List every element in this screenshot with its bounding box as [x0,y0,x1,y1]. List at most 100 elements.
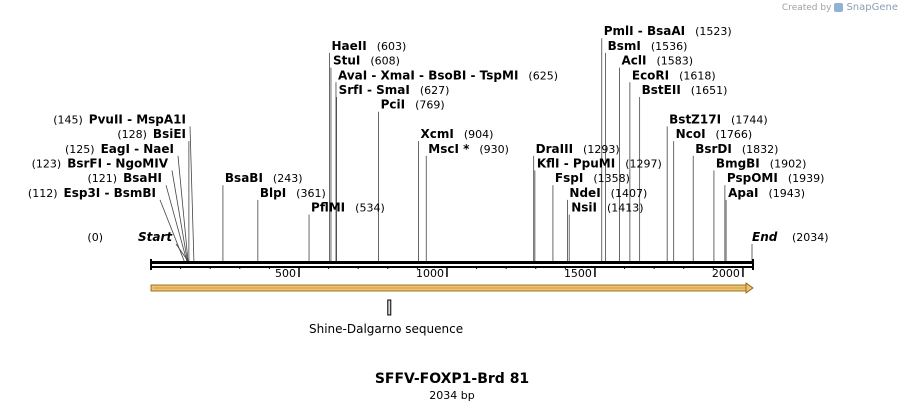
site-position: (625) [528,69,558,82]
site-position: (1407) [611,187,648,200]
site-pcii: PciI (769) [381,98,445,112]
site-ncoi: NcoI (1766) [676,127,752,141]
site-pflmi: PflMI (534) [311,201,385,215]
site-position: (1293) [583,143,620,156]
map-length: 2034 bp [429,389,475,402]
site-bsabi: BsaBI (243) [225,171,303,185]
site-bstz17i: BstZ17I (1744) [669,112,767,126]
site-position: (1358) [593,172,630,185]
site-stui: StuI (608) [333,54,400,68]
site-pmli-bsaai: PmlI - BsaAI (1523) [604,24,732,38]
site-bsrdi: BsrDI (1832) [695,142,778,156]
site-position: (769) [415,99,445,112]
site-position: (1413) [607,202,644,215]
site-fspi: FspI (1358) [555,171,630,185]
site-position: (361) [296,187,326,200]
site-position: (603) [377,40,407,53]
site-name: DraIII [536,142,573,156]
tick-label-500: 500 [275,267,296,280]
site-position: (112) [28,187,58,200]
leader-pvuii-mspa1i [189,126,195,262]
site-position: (1832) [742,143,779,156]
snapgene-logo-icon [834,3,844,12]
site-name: NdeI [569,186,600,200]
scale-ticks: 500 1000 1500 2000 [180,266,744,280]
site-position: (145) [53,113,83,126]
site-name: NsiI [571,201,597,215]
site-name: BsiEI [153,127,186,141]
backbone-start-cap [150,259,152,270]
orf-arrowhead [745,282,754,294]
site-name: XcmI [421,127,454,141]
site-position: (1744) [731,113,768,126]
end-label: End [752,230,778,244]
backbone-bottom-strand [150,266,754,268]
site-bsteii: BstEII (1651) [642,83,728,97]
site-nsii: NsiI (1413) [571,201,643,215]
site-apai: ApaI (1943) [728,186,805,200]
site-name: BstZ17I [669,112,721,126]
site-name: KflI - PpuMI [537,157,615,171]
site-position: (243) [273,172,303,185]
leader-bsrfi-ngomiv [171,170,188,262]
site-position: (1523) [695,25,732,38]
site-name: EcoRI [632,68,669,82]
site-position: (123) [32,158,62,171]
backbone-top-strand [150,261,754,264]
map-title: SFFV-FOXP1-Brd 81 [374,371,530,387]
site-pspomi: PspOMI (1939) [727,171,825,185]
site-eagi-naei: EagI - NaeI (125) [65,142,174,156]
site-name: EagI - NaeI [101,142,174,156]
site-name: PvuII - MspA1I [89,112,186,126]
end-label-group: End (2034) [752,230,829,244]
site-srfi-smai: SrfI - SmaI (627) [339,83,450,97]
site-position: (904) [464,128,494,141]
site-position: (1766) [716,128,753,141]
site-position: (1618) [679,69,716,82]
tick-label-1500: 1500 [564,267,592,280]
end-labels: Start (0) End (2034) [87,230,828,244]
feature-track [150,282,754,316]
site-acli: AclI (1583) [622,54,694,68]
site-xcmi: XcmI (904) [421,127,494,141]
tick-label-2000: 2000 [712,267,740,280]
leader-start [175,243,189,262]
site-bmgbi: BmgBI (1902) [716,157,806,171]
site-pvuii-mspa1i: PvuII - MspA1I (145) [53,112,186,126]
site-position: (121) [88,172,118,185]
credit-prefix: Created by [781,2,832,13]
site-name: PciI [381,98,406,112]
site-position: (608) [370,55,400,68]
site-name: BsrFI - NgoMIV [67,157,168,171]
site-name: NcoI [676,127,706,141]
cut-site-leaders [159,38,753,262]
leader-bsahi [165,185,188,262]
site-name: FspI [555,171,583,185]
site-name: HaeII [331,39,366,53]
site-position: (1939) [788,172,825,185]
site-position: (128) [117,128,147,141]
site-position: (627) [420,84,450,97]
site-name: BmgBI [716,157,760,171]
shine-dalgarno-box [387,299,392,316]
site-position: (1536) [651,40,688,53]
snapgene-credit: Created by SnapGene [782,2,898,13]
site-kfli-ppumi: KflI - PpuMI (1297) [537,157,662,171]
site-name: BsaHI [123,171,162,185]
site-name: BsaBI [225,171,263,185]
site-blpi: BlpI (361) [260,186,326,200]
site-position: (930) [479,143,509,156]
leader-eagi-naei [177,155,189,262]
start-label-group: Start (0) [87,230,173,244]
site-name: MscI * [428,142,470,156]
site-avai-xmai-bsobi-tspmi: AvaI - XmaI - BsoBI - TspMI (625) [338,68,558,82]
site-position: (534) [355,202,385,215]
site-position: (1583) [657,55,694,68]
site-name: ApaI [728,186,758,200]
site-bsiei: BsiEI (128) [117,127,186,141]
site-name: BlpI [260,186,286,200]
site-bsahi: BsaHI (121) [88,171,163,185]
site-name: SrfI - SmaI [339,83,410,97]
site-name: AclI [622,54,647,68]
